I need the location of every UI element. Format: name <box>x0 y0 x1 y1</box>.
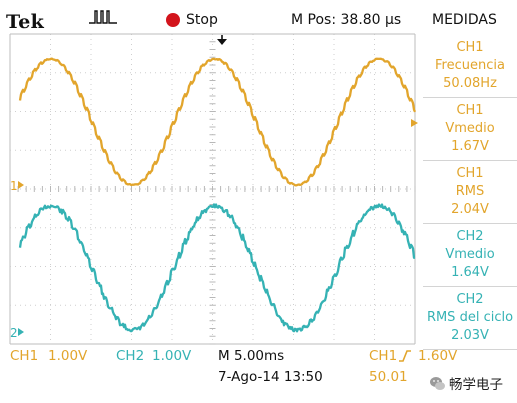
trigger-frequency: 50.01 <box>369 369 408 385</box>
measurement-item: CH1 Frecuencia 50.08Hz <box>423 35 517 98</box>
datetime: 7-Ago-14 13:50 <box>218 369 323 385</box>
measurement-name: RMS del ciclo <box>426 310 514 325</box>
measurement-name: Vmedio <box>445 247 495 262</box>
wechat-logo-icon <box>430 377 445 390</box>
watermark-text: 畅学电子 <box>449 377 503 393</box>
timebase: M 5.00ms <box>218 348 285 364</box>
ch1-ground-arrow-icon <box>18 181 24 189</box>
measurement-item: CH2 Vmedio 1.64V <box>423 224 517 287</box>
rising-edge-icon <box>399 350 411 362</box>
trigger-position-marker-icon <box>217 35 227 45</box>
ch1-label: CH1 <box>10 348 39 364</box>
measurements-panel: CH1 Frecuencia 50.08Hz CH1 Vmedio 1.67V CH1 RMS… <box>423 35 517 350</box>
measurement-name: Vmedio <box>445 121 495 136</box>
top-status-bar: Tek Stop M Pos: 38.80 μs MEDIDAS <box>0 0 517 34</box>
bottom-status-bar: CH1 1.00V CH2 1.00V M 5.00ms 7-Ago-14 13… <box>0 344 517 403</box>
measurement-value: 50.08Hz <box>443 76 497 91</box>
ch1-volts-per-div: 1.00V <box>48 348 88 364</box>
trigger-level-marker <box>411 119 418 127</box>
measurement-name: Frecuencia <box>435 58 505 73</box>
measurement-value: 1.64V <box>451 265 489 280</box>
ch2-label: CH2 <box>116 348 145 364</box>
measurement-channel: CH1 <box>456 103 484 118</box>
measurement-value: 2.04V <box>451 202 489 217</box>
pulse-trigger-icon <box>89 10 117 24</box>
measurement-channel: CH2 <box>456 229 484 244</box>
measurement-name: RMS <box>455 184 485 199</box>
measurement-value: 2.03V <box>451 328 489 343</box>
watermark: 畅学电子 <box>425 371 517 395</box>
measurement-item: CH1 RMS 2.04V <box>423 161 517 224</box>
trigger-level-arrow-icon <box>411 119 418 127</box>
measurements-title: MEDIDAS <box>432 12 497 28</box>
acquisition-state: Stop <box>186 12 218 28</box>
measurement-item: CH1 Vmedio 1.67V <box>423 98 517 161</box>
horizontal-position: M Pos: 38.80 μs <box>291 12 402 28</box>
ch1-ground-marker: 1 <box>10 179 18 193</box>
stop-indicator-icon <box>166 13 180 27</box>
measurement-channel: CH1 <box>456 40 484 55</box>
brand-logo: Tek <box>6 11 45 33</box>
ch2-ground-marker: 2 <box>10 326 18 340</box>
ch1-waveform <box>18 57 417 187</box>
trigger-source: CH1 <box>369 348 398 364</box>
measurement-channel: CH1 <box>456 166 484 181</box>
ch2-ground-arrow-icon <box>18 328 24 336</box>
ch2-volts-per-div: 1.00V <box>152 348 192 364</box>
measurement-channel: CH2 <box>456 292 484 307</box>
measurement-item: CH2 RMS del ciclo 2.03V <box>423 287 517 350</box>
trigger-level: 1.60V <box>418 348 458 364</box>
graticule <box>9 33 416 345</box>
measurement-value: 1.67V <box>451 139 489 154</box>
ch2-waveform <box>18 203 416 333</box>
